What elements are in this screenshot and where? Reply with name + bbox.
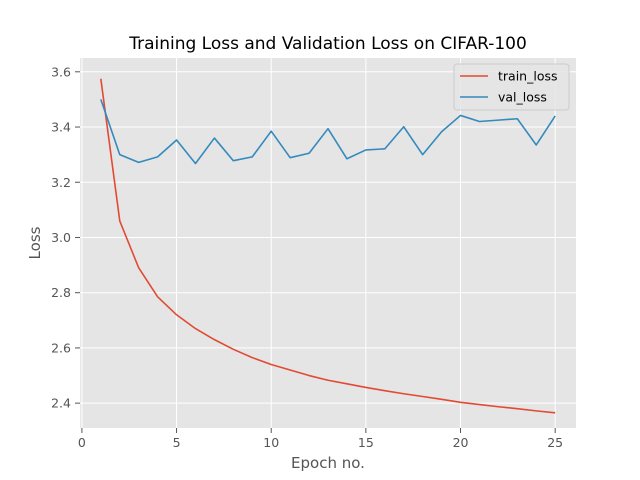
legend-label: val_loss [498, 90, 547, 105]
y-tick-label: 2.8 [51, 285, 71, 300]
y-tick-label: 2.6 [51, 340, 71, 355]
legend: train_loss val_loss [453, 63, 570, 111]
x-tick-label: 10 [263, 435, 279, 450]
x-tick-label: 25 [547, 435, 563, 450]
x-axis-label: Epoch no. [291, 454, 365, 472]
y-tick-label: 3.2 [51, 175, 71, 190]
series-line-train_loss [100, 78, 556, 414]
x-tick-label: 5 [173, 435, 181, 450]
y-tick-label: 2.4 [51, 396, 71, 411]
x-tick-label: 20 [453, 435, 469, 450]
x-tick-label: 15 [358, 435, 374, 450]
y-tick-label: 3.0 [51, 230, 71, 245]
y-axis-label: Loss [26, 226, 44, 259]
series-line-val_loss [100, 99, 556, 165]
y-tick-label: 3.4 [51, 120, 71, 135]
legend-label: train_loss [498, 69, 558, 84]
series-lines [100, 78, 556, 414]
ticks: 0 5 10 15 20 25 2.4 2.6 2.8 3.0 3.2 3.4 3.6 [51, 64, 563, 450]
plot-area [80, 58, 576, 428]
chart-title: Training Loss and Validation Loss on CIF… [128, 34, 527, 54]
y-tick-label: 3.6 [51, 64, 71, 79]
x-tick-label: 0 [78, 435, 86, 450]
